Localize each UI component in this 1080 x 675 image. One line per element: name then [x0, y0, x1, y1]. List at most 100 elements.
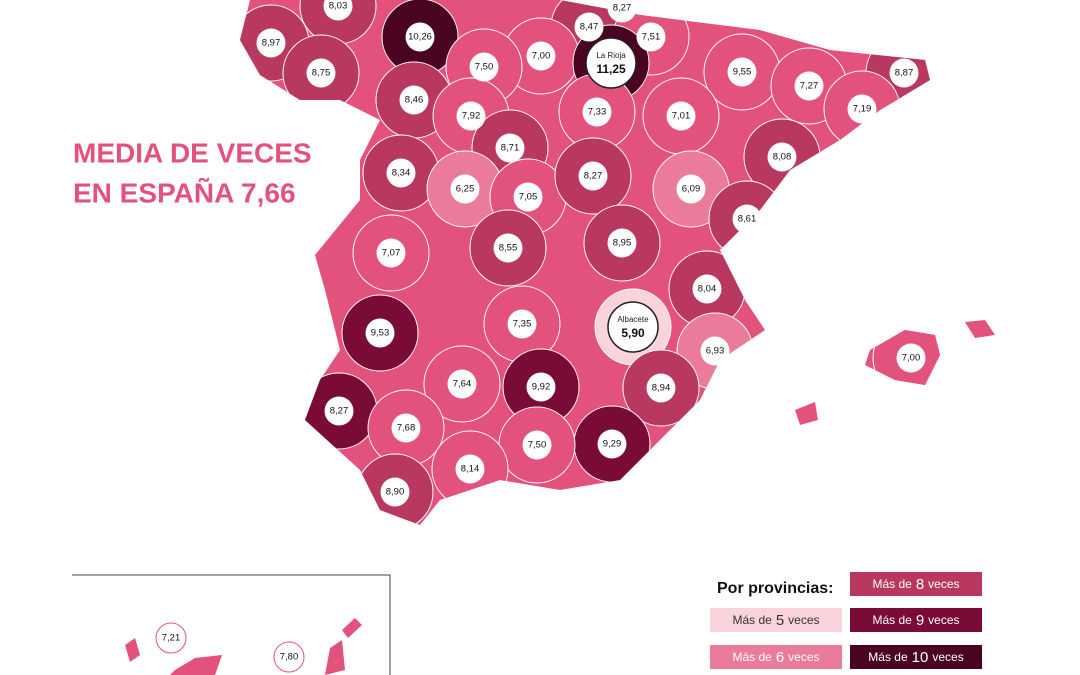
label-circle: [585, 37, 637, 89]
label-circle: [607, 301, 659, 353]
province-value: 9,53: [371, 328, 390, 339]
canarias-labels: 7,21 7,80: [155, 622, 305, 673]
province-value: 6,09: [682, 184, 701, 195]
label-circle: [386, 158, 416, 188]
province-value: 7,19: [853, 104, 872, 115]
legend-swatch: [850, 608, 982, 632]
province-value: 7,00: [532, 51, 551, 62]
province-value: 11,25: [596, 62, 626, 76]
province-labels: 8,03 8,27 8,97 10,26 8,47 7,51 7,00 7,50 La Rioj…: [256, 0, 926, 507]
label-circle: [646, 373, 676, 403]
label-circle: [469, 52, 499, 82]
province-value: 7,01: [672, 111, 691, 122]
province-value: 8,46: [405, 95, 424, 106]
province-value: 7,05: [519, 192, 538, 203]
legend-prefix: Más de: [872, 613, 912, 627]
legend-swatch: [850, 645, 982, 669]
label-circle: [607, 228, 637, 258]
legend-prefix: Más de: [872, 577, 912, 591]
legend-suffix: veces: [932, 650, 963, 664]
province-value: 8,90: [386, 487, 405, 498]
province-value: 8,95: [613, 238, 632, 249]
province-value: 8,27: [613, 3, 632, 14]
legend-suffix: veces: [788, 613, 819, 627]
label-circle: [456, 101, 486, 131]
label-circle: [450, 174, 480, 204]
province-value: 8,04: [698, 284, 717, 295]
province-value: 7,35: [513, 319, 532, 330]
label-circle: [493, 233, 523, 263]
canarias-inset: [72, 574, 391, 675]
label-circle: [732, 204, 762, 234]
label-circle: [692, 274, 722, 304]
legend-label: Más de 9 veces: [872, 612, 959, 629]
title-line: MEDIA DE VECES: [73, 137, 312, 168]
label-circle: [324, 396, 354, 426]
legend-prefix: Más de: [868, 650, 908, 664]
province-value: 10,26: [408, 32, 432, 43]
province-value: 7,21: [162, 633, 181, 644]
label-circle: [522, 430, 552, 460]
islands: [125, 618, 362, 675]
legend-swatch: [710, 608, 842, 632]
label-circle: [365, 318, 395, 348]
label-circle: [526, 41, 556, 71]
province-value: 7,07: [382, 248, 401, 259]
province-value: 8,87: [895, 68, 914, 79]
label-circle: [526, 372, 556, 402]
label-circle: [495, 133, 525, 163]
label-circle: [636, 22, 666, 52]
legend-label: Más de 8 veces: [872, 576, 959, 593]
province-value: 8,08: [773, 152, 792, 163]
label-circle: [727, 57, 757, 87]
label-circle: [155, 622, 187, 654]
label-circle: [513, 182, 543, 212]
province-value: 8,27: [330, 406, 349, 417]
label-circle: [447, 369, 477, 399]
label-circle: [391, 413, 421, 443]
legend-prefix: Más de: [732, 650, 772, 664]
province-value: 5,90: [621, 326, 645, 340]
province-value: 8,27: [584, 171, 603, 182]
legend-number: 8: [916, 576, 924, 593]
province-value: 7,51: [642, 32, 661, 43]
legend-number: 10: [912, 649, 929, 666]
legend-title: Por provincias:: [717, 580, 833, 597]
province-value: 8,47: [580, 22, 599, 33]
inset-frame: [72, 574, 391, 675]
label-circle: [666, 101, 696, 131]
province-value: 8,14: [461, 464, 480, 475]
label-circle: [273, 641, 305, 673]
province-name: La Rioja: [596, 51, 626, 60]
title-line: EN ESPAÑA 7,66: [73, 177, 296, 208]
province-value: 8,75: [312, 68, 331, 79]
province-value: 8,61: [738, 214, 757, 225]
province-value: 7,50: [528, 440, 547, 451]
province-value: 6,25: [456, 184, 475, 195]
legend-number: 5: [776, 612, 784, 629]
province-value: 7,64: [453, 379, 472, 390]
label-circle: [889, 58, 919, 88]
label-circle: [405, 22, 435, 52]
label-circle: [582, 97, 612, 127]
province-value: 7,50: [475, 62, 494, 73]
label-circle: [607, 0, 637, 23]
label-circle: [380, 477, 410, 507]
label-circle: [376, 238, 406, 268]
label-circle: [896, 343, 926, 373]
province-value: 9,29: [603, 439, 622, 450]
label-circle: [597, 429, 627, 459]
province-value: 9,92: [532, 382, 551, 393]
label-circle: [767, 142, 797, 172]
province-value: 8,71: [501, 143, 520, 154]
province-value: 7,33: [588, 107, 607, 118]
province-value: 8,34: [392, 168, 411, 179]
legend-suffix: veces: [788, 650, 819, 664]
province-value: 7,92: [462, 111, 481, 122]
label-circle: [507, 309, 537, 339]
label-circle: [455, 454, 485, 484]
label-circle: [306, 58, 336, 88]
label-circle: [676, 174, 706, 204]
province-value: 8,94: [652, 383, 671, 394]
